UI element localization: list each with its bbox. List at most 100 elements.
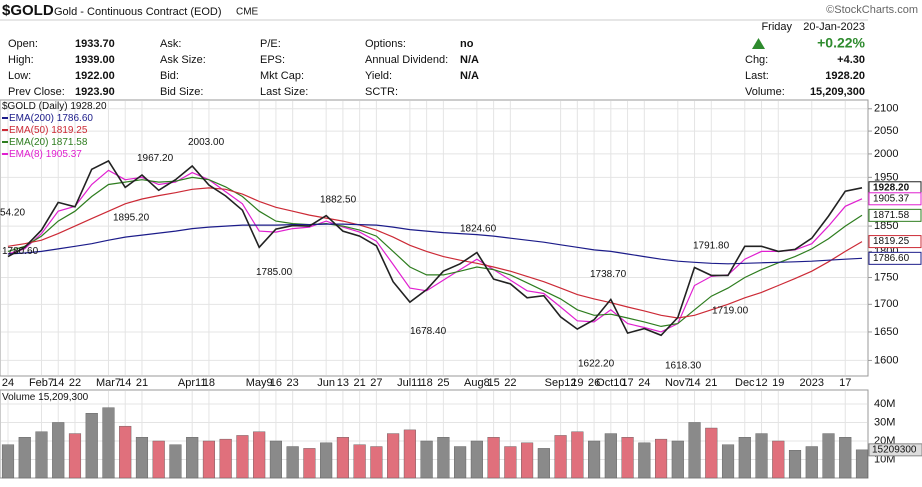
volume-bar <box>303 448 316 479</box>
value-tag-label: 1905.37 <box>873 193 910 204</box>
percent-change: +0.22% <box>817 35 865 51</box>
legend-entry: $GOLD (Daily) 1928.20 <box>2 101 107 112</box>
price-annotation: 1824.60 <box>460 224 497 235</box>
field-value: 1933.70 <box>75 38 115 50</box>
volume-bar <box>487 437 500 479</box>
x-tick-label: Aug8 <box>464 377 490 389</box>
x-tick-label: 24 <box>638 377 650 389</box>
volume-bar <box>353 444 366 479</box>
x-tick-label: Mar7 <box>96 377 121 389</box>
volume-bar <box>387 433 400 479</box>
volume-bar <box>202 440 216 479</box>
legend-value: 15,209,300 <box>38 392 88 403</box>
value-tag <box>868 208 922 222</box>
volume-bar <box>219 438 232 479</box>
volume-bar <box>85 413 98 479</box>
symbol: $GOLD <box>2 2 54 19</box>
x-tick-label: May9 <box>246 377 273 389</box>
field-value: no <box>460 38 474 50</box>
y-tick-label: 1700 <box>874 298 898 310</box>
volume-bar <box>236 435 249 479</box>
volume-bar <box>839 437 852 479</box>
volume-bar <box>705 427 718 479</box>
ema-line <box>7 223 863 265</box>
x-tick-label: Nov7 <box>665 377 691 389</box>
x-tick-label: 22 <box>69 377 81 389</box>
volume-bar <box>721 444 735 479</box>
summary-value: +4.30 <box>837 54 865 66</box>
y-tick-label: 1600 <box>874 354 898 366</box>
volume-bar <box>370 446 383 479</box>
price-annotation: 1882.50 <box>320 195 357 206</box>
field-label: Bid Size: <box>160 86 203 98</box>
field-label: Ask: <box>160 38 181 50</box>
volume-bar <box>336 437 349 479</box>
volume-bar <box>470 440 483 479</box>
volume-bar <box>35 431 48 479</box>
volume-bar <box>671 440 684 479</box>
x-tick-label: 25 <box>437 377 449 389</box>
volume-bar <box>571 431 584 479</box>
x-tick-label: 22 <box>504 377 516 389</box>
volume-bar <box>68 433 82 479</box>
price-line <box>7 159 863 337</box>
volume-bar <box>186 437 199 479</box>
x-tick-label: Apr11 <box>178 377 207 389</box>
x-tick-label: 27 <box>370 377 382 389</box>
exchange: CME <box>236 7 259 18</box>
date: 20-Jan-2023 <box>803 21 865 33</box>
value-tag-label: 1786.60 <box>873 253 910 264</box>
y-tick-label: 30M <box>874 416 895 428</box>
volume-bar <box>588 440 601 479</box>
legend-name: EMA(8) <box>9 149 43 160</box>
volume-bar <box>403 429 416 479</box>
legend-entry: EMA(50) 1819.25 <box>9 125 88 136</box>
x-tick-label: Jul11 <box>397 377 422 389</box>
volume-bar <box>537 448 550 479</box>
instrument-name: Gold - Continuous Contract (EOD) <box>54 6 222 18</box>
volume-bar <box>805 446 818 479</box>
price-annotation: 1719.00 <box>712 306 749 317</box>
legend-name: Volume <box>2 392 36 403</box>
field-label: Annual Dividend: <box>365 54 448 66</box>
field-value: 1939.00 <box>75 54 115 66</box>
volume-bar <box>437 437 450 479</box>
copyright: ©StockCharts.com <box>826 4 918 16</box>
volume-bar <box>169 444 182 479</box>
price-annotation: 1967.20 <box>137 153 174 164</box>
field-label: Open: <box>8 38 38 50</box>
x-tick-label: 21 <box>354 377 366 389</box>
value-tag-label: 1819.25 <box>873 236 910 247</box>
x-tick-label: 21 <box>136 377 148 389</box>
field-label: Bid: <box>160 70 179 82</box>
legend-value: 1928.20 <box>70 101 107 112</box>
volume-bar <box>320 442 333 479</box>
legend-value: 1871.58 <box>51 137 88 148</box>
volume-bar <box>152 440 165 479</box>
x-tick-label: 19 <box>772 377 784 389</box>
x-tick-label: 17 <box>839 377 851 389</box>
volume-bar <box>654 438 668 479</box>
y-tick-label: 1650 <box>874 326 898 338</box>
volume-bar <box>738 437 751 479</box>
price-annotation: 1622.20 <box>578 358 615 369</box>
summary-label: Chg: <box>745 54 768 66</box>
y-tick-label: 1850 <box>874 220 898 232</box>
value-tag-label: 1928.20 <box>873 182 910 193</box>
volume-bar <box>286 446 299 479</box>
price-annotation: 1678.40 <box>410 326 447 337</box>
volume-bar <box>504 446 517 479</box>
volume-bar <box>135 437 149 479</box>
x-tick-label: 13 <box>337 377 349 389</box>
y-tick-label: 2000 <box>874 148 898 160</box>
volume-bar <box>119 425 132 479</box>
value-tag <box>868 251 922 265</box>
x-tick-label: Oct10 <box>596 377 625 389</box>
y-tick-label: 1950 <box>874 171 898 183</box>
y-tick-label: 10M <box>874 453 895 465</box>
x-tick-label: 15 <box>487 377 499 389</box>
price-annotation: 2003.00 <box>188 137 225 148</box>
field-value: 1922.00 <box>75 70 115 82</box>
volume-bar <box>788 450 802 479</box>
volume-panel <box>0 389 869 479</box>
